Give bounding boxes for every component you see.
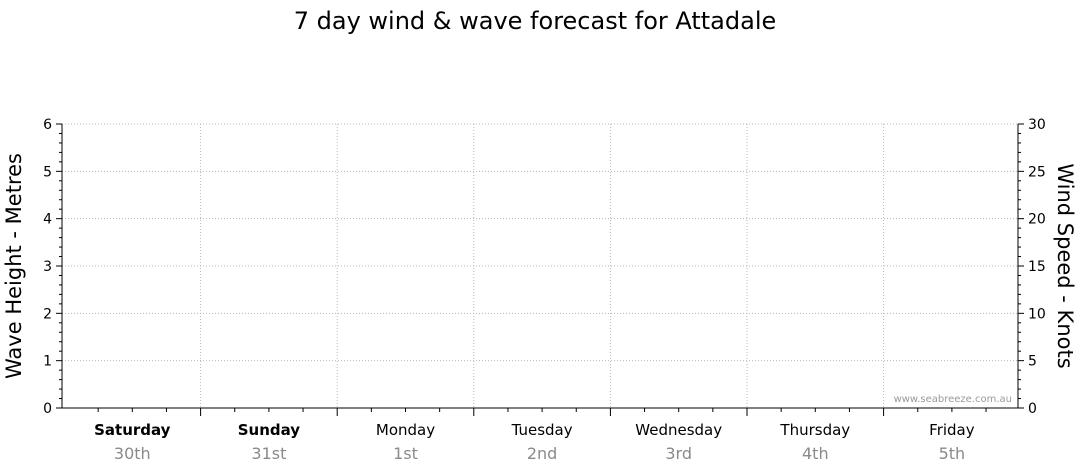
right-tick-label: 15 (1028, 259, 1046, 275)
left-tick-label: 2 (43, 306, 52, 322)
axes (56, 123, 1024, 416)
right-tick-label: 25 (1028, 164, 1046, 180)
date-label: 5th (939, 444, 966, 463)
left-tick-label: 6 (43, 117, 52, 133)
grid (62, 123, 1018, 408)
right-tick-label: 0 (1028, 401, 1037, 417)
left-tick-label: 3 (43, 259, 52, 275)
day-label: Thursday (779, 421, 850, 439)
tick-labels: 0 1 2 3 4 5 6 0 5 10 15 20 25 30 Saturday 30th Sunday 31s… (43, 117, 1046, 463)
day-label: Tuesday (511, 421, 573, 439)
right-tick-label: 10 (1028, 306, 1046, 322)
day-label: Sunday (238, 421, 301, 439)
chart-title: 7 day wind & wave forecast for Attadale (294, 7, 777, 35)
right-tick-label: 5 (1028, 354, 1037, 370)
date-label: 3rd (665, 444, 692, 463)
left-tick-label: 4 (43, 212, 52, 228)
date-label: 4th (802, 444, 829, 463)
right-tick-label: 20 (1028, 212, 1046, 228)
day-label: Saturday (94, 421, 171, 439)
date-label: 30th (114, 444, 151, 463)
day-label: Monday (376, 421, 435, 439)
left-tick-label: 1 (43, 354, 52, 370)
date-label: 1st (393, 444, 418, 463)
date-label: 2nd (527, 444, 557, 463)
day-label: Friday (929, 421, 975, 439)
date-label: 31st (251, 444, 286, 463)
day-label: Wednesday (635, 421, 722, 439)
left-tick-label: 0 (43, 401, 52, 417)
right-axis-title: Wind Speed - Knots (1053, 163, 1077, 368)
left-axis-title: Wave Height - Metres (2, 153, 26, 379)
right-tick-label: 30 (1028, 117, 1046, 133)
left-tick-label: 5 (43, 164, 52, 180)
watermark: www.seabreeze.com.au (894, 394, 1012, 405)
